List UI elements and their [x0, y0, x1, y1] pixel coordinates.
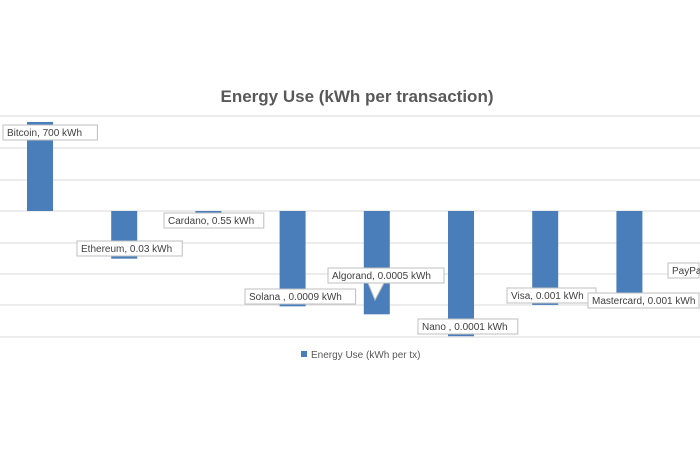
- data-label-box-nano: [417, 318, 519, 335]
- legend-label: Energy Use (kWh per tx): [311, 350, 420, 361]
- data-label-paypal: PayPa: [672, 266, 700, 277]
- data-label-visa: Visa, 0.001 kWh: [511, 291, 584, 302]
- data-label-solana: Solana , 0.0009 kWh: [249, 292, 342, 303]
- data-label-box-solana: [244, 288, 357, 305]
- data-label-ethereum: Ethereum, 0.03 kWh: [81, 244, 172, 255]
- data-label-nano: Nano , 0.0001 kWh: [422, 322, 508, 333]
- data-label-box-paypal: [667, 262, 700, 279]
- data-label-bitcoin: Bitcoin, 700 kWh: [7, 128, 82, 139]
- data-label-box-ethereum: [76, 240, 183, 257]
- callout-pointer: [367, 282, 385, 302]
- legend-swatch: [301, 351, 307, 357]
- bar-nano: [448, 211, 474, 337]
- data-label-box-cardano: [163, 212, 265, 229]
- data-label-mastercard: Mastercard, 0.001 kWh: [592, 296, 695, 307]
- bar-algorand: [363, 211, 390, 315]
- data-label-box-algorand: [327, 267, 445, 284]
- bar-mastercard: [616, 211, 643, 305]
- data-label-cardano: Cardano, 0.55 kWh: [168, 216, 254, 227]
- data-labels: Bitcoin, 700 kWh Ethereum, 0.03 kWh Cardan…: [2, 124, 700, 335]
- data-label-algorand: Algorand, 0.0005 kWh: [332, 271, 431, 282]
- data-label-box-mastercard: [587, 292, 700, 309]
- legend: Energy Use (kWh per tx): [301, 350, 420, 361]
- data-label-box-bitcoin: [2, 124, 98, 141]
- chart-title: Energy Use (kWh per transaction): [220, 87, 493, 106]
